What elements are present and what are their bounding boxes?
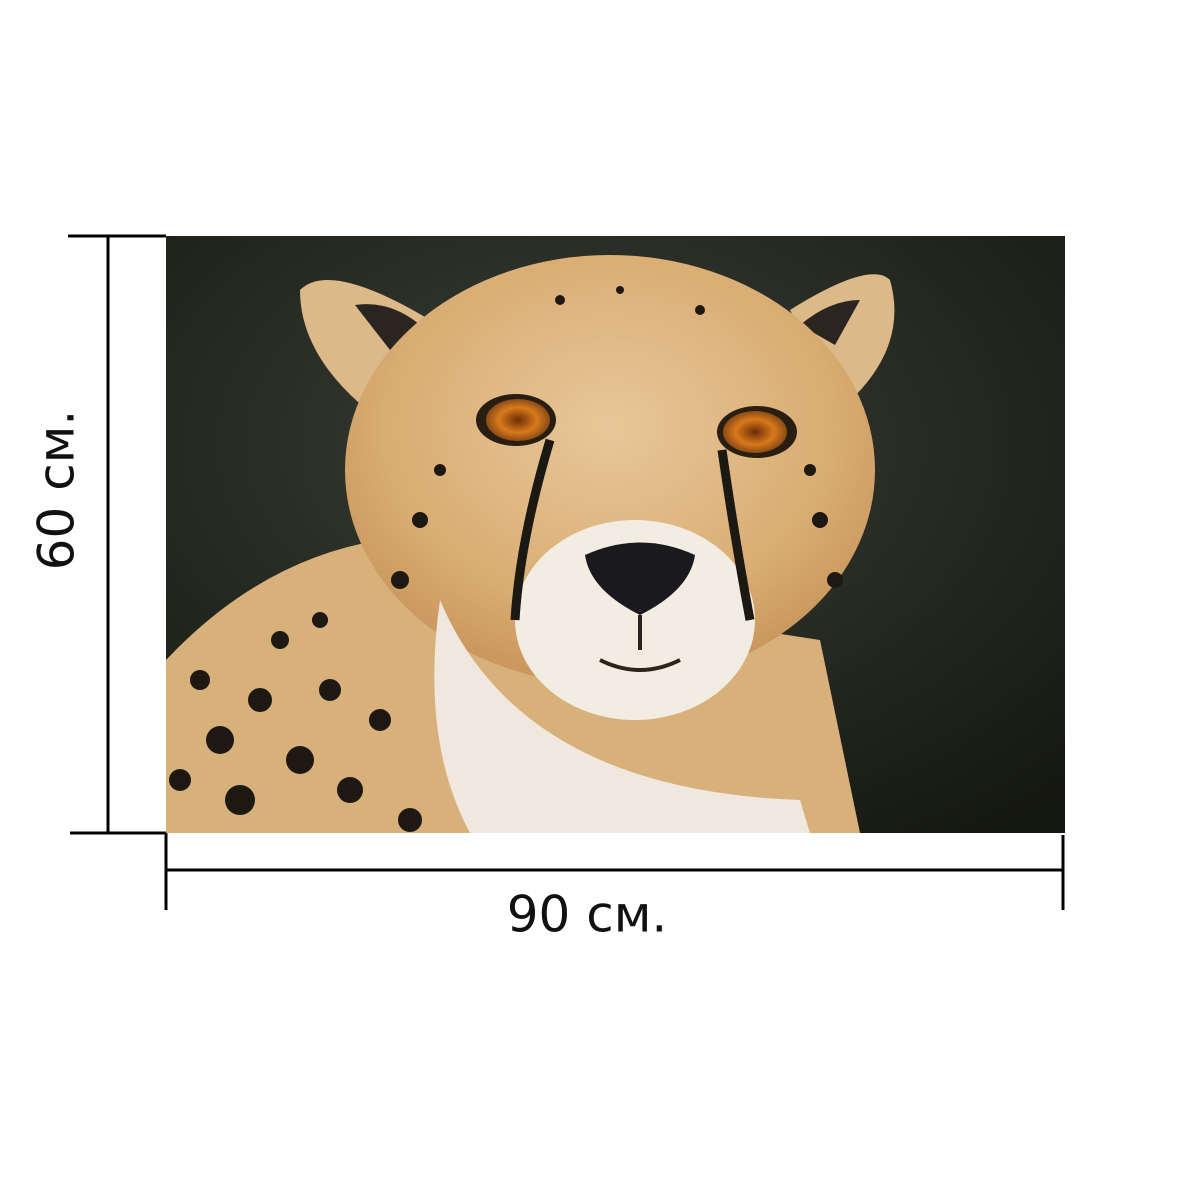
width-label: 90 см. [507,886,668,944]
height-label: 60 см. [28,410,86,571]
width-dimension [164,833,1065,910]
photo [166,236,1065,833]
height-dimension [68,234,166,835]
